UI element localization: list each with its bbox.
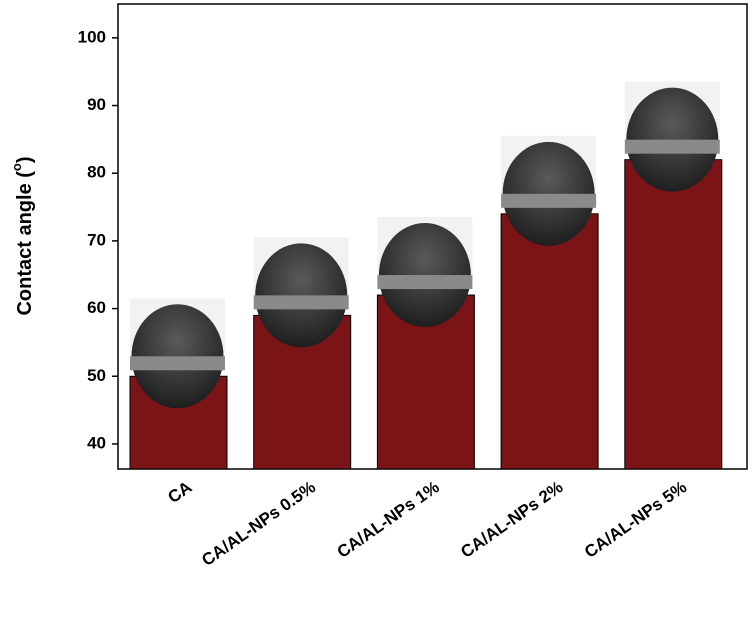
- y-axis-label: Contact angle (o): [9, 156, 36, 315]
- droplet-image: [253, 295, 349, 310]
- x-tick-label: CA/AL-NPs 5%: [581, 477, 690, 561]
- y-tick-label: 100: [78, 27, 106, 46]
- droplet-image: [130, 356, 225, 371]
- y-tick-label: 70: [87, 230, 106, 249]
- droplet-image: [377, 275, 473, 290]
- y-label-part: Contact angle (: [14, 171, 36, 316]
- y-label-part: ): [14, 156, 36, 163]
- y-tick-label: 80: [87, 163, 106, 182]
- y-label-sup: o: [9, 163, 24, 171]
- droplet-image: [501, 193, 597, 208]
- droplet-image: [624, 139, 720, 154]
- y-tick-label: 90: [87, 95, 106, 114]
- y-tick-label: 40: [87, 433, 106, 452]
- x-tick-label: CA/AL-NPs 2%: [457, 477, 566, 561]
- bar: [500, 213, 599, 470]
- x-tick-label: CA/AL-NPs 1%: [334, 477, 443, 561]
- x-tick-label: CA/AL-NPs 0.5%: [198, 477, 319, 570]
- y-tick-label: 60: [87, 298, 106, 317]
- y-tick-label: 50: [87, 366, 106, 385]
- x-tick-label: CA: [164, 477, 195, 507]
- bar: [624, 159, 723, 470]
